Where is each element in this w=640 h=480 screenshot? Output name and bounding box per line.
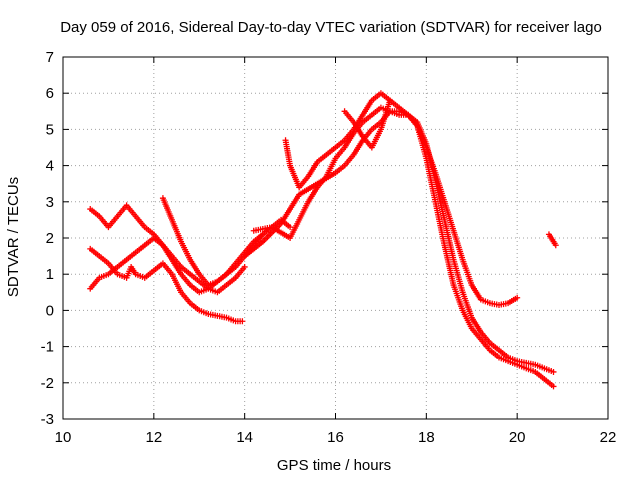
y-tick-label: 5: [46, 121, 54, 138]
y-tick-label: -1: [41, 339, 54, 356]
data-point: [550, 368, 557, 375]
x-tick-label: 18: [418, 429, 435, 446]
data-point: [514, 294, 521, 301]
series-track-h: [341, 97, 393, 151]
x-tick-label: 14: [236, 429, 253, 446]
data-point: [239, 318, 246, 325]
y-tick-label: 4: [46, 158, 54, 175]
x-axis-label: GPS time / hours: [277, 457, 391, 474]
y-tick-label: -2: [41, 375, 54, 392]
y-tick-label: -3: [41, 411, 54, 428]
y-tick-label: 0: [46, 302, 54, 319]
data-point: [387, 97, 393, 104]
y-tick-label: 1: [46, 266, 54, 283]
series-track-e: [241, 108, 557, 375]
data-point: [550, 383, 557, 390]
series-track-g: [282, 90, 557, 390]
x-tick-label: 12: [145, 429, 162, 446]
data-point: [259, 231, 266, 238]
y-tick-label: 3: [46, 194, 54, 211]
series-track-d: [159, 195, 266, 289]
x-tick-label: 10: [55, 429, 72, 446]
x-tick-label: 20: [509, 429, 526, 446]
y-axis-label: SDTVAR / TECUs: [5, 177, 22, 297]
plot-frame: [62, 56, 609, 420]
series-track-i: [545, 231, 559, 249]
x-tick-label: 22: [600, 429, 617, 446]
y-tick-label: 7: [46, 49, 54, 66]
y-tick-label: 6: [46, 85, 54, 102]
data-point: [552, 242, 559, 249]
grid-lines: [63, 57, 608, 419]
data-points: [87, 90, 559, 390]
series-track-b: [87, 245, 246, 325]
chart-title: Day 059 of 2016, Sidereal Day-to-day VTE…: [60, 19, 602, 36]
series-track-c: [87, 202, 248, 296]
y-tick-label: 2: [46, 230, 54, 247]
x-tick-label: 16: [327, 429, 344, 446]
data-point: [241, 263, 248, 270]
data-point: [287, 224, 294, 231]
